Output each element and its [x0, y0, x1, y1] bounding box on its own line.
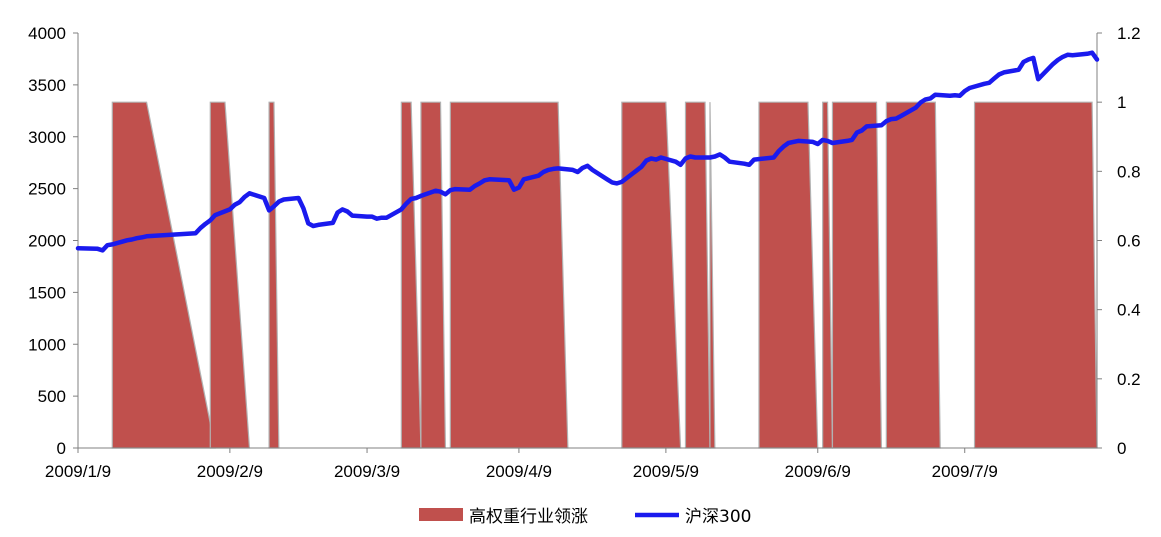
x-tick-label: 2009/4/9 — [486, 462, 552, 481]
area-segment-1 — [111, 101, 216, 449]
y-left-tick-label: 1000 — [28, 335, 66, 354]
area-segment-10 — [758, 101, 819, 449]
x-tick-label: 2009/5/9 — [633, 462, 699, 481]
legend: 高权重行业领涨 沪深300 — [419, 507, 751, 527]
y-right-tick-label: 0.6 — [1117, 232, 1141, 251]
x-tick-label: 2009/6/9 — [785, 462, 851, 481]
y-right-tick-label: 0.4 — [1117, 301, 1141, 320]
area-segment-6 — [449, 101, 569, 449]
y-left-tick-label: 3000 — [28, 128, 66, 147]
area-segment-2 — [209, 101, 251, 449]
y-left-tick-label: 3500 — [28, 76, 66, 95]
y-left-tick-label: 0 — [57, 439, 66, 458]
area-segment-4 — [400, 101, 422, 449]
x-tick-label: 2009/2/9 — [197, 462, 263, 481]
y-left-tick-label: 4000 — [28, 24, 66, 43]
area-segment-9 — [709, 102, 716, 449]
y-left-tick-label: 2000 — [28, 232, 66, 251]
area-segment-8 — [684, 101, 711, 449]
tick-labels: 0 500 1000 1500 2000 2500 3000 3500 4000 0 0.2 0.4 0… — [28, 24, 1140, 481]
area-segment-3 — [268, 101, 280, 449]
legend-label-bar: 高权重行业领涨 — [469, 507, 588, 527]
y-right-tick-label: 0.2 — [1117, 370, 1141, 389]
legend-swatch-bar — [419, 508, 463, 521]
area-segment-11 — [822, 101, 834, 449]
x-tick-label: 2009/7/9 — [932, 462, 998, 481]
y-left-tick-label: 1500 — [28, 283, 66, 302]
area-segment-12 — [831, 101, 883, 449]
axes — [73, 32, 1102, 453]
line-series-layer — [75, 50, 1100, 253]
x-tick-label: 2009/3/9 — [334, 462, 400, 481]
area-segment-5 — [420, 101, 447, 449]
legend-label-line: 沪深300 — [685, 507, 751, 527]
y-left-tick-label: 500 — [38, 387, 66, 406]
x-tick-label: 2009/1/9 — [45, 462, 111, 481]
y-left-tick-label: 2500 — [28, 180, 66, 199]
y-right-tick-label: 0 — [1117, 439, 1126, 458]
area-segment-13 — [885, 101, 941, 449]
area-series-layer — [111, 101, 1098, 449]
area-segment-14 — [973, 101, 1098, 449]
area-segment-7 — [621, 101, 682, 449]
y-right-tick-label: 0.8 — [1117, 162, 1141, 181]
line-series-hs300 — [75, 50, 1100, 253]
y-right-tick-label: 1 — [1117, 93, 1126, 112]
y-right-tick-label: 1.2 — [1117, 24, 1141, 43]
